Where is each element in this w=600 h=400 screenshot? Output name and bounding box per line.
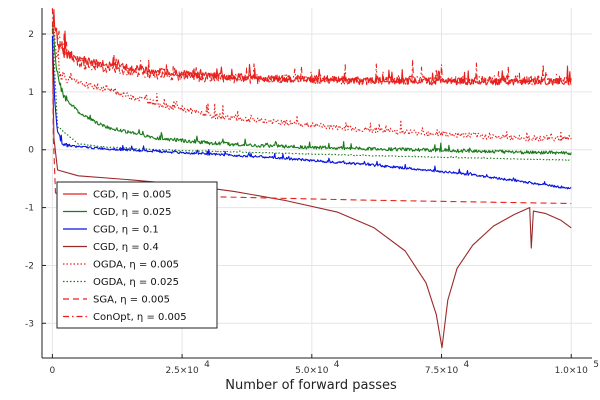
legend-box [56, 181, 218, 329]
series-layer [51, 8, 572, 349]
legend-label: CGD, η = 0.4 [93, 242, 159, 253]
series-line [51, 24, 572, 156]
legend-label: CGD, η = 0.1 [93, 225, 159, 236]
y-tick-label: 1 [28, 88, 34, 98]
x-tick-exponent: 4 [464, 360, 470, 370]
x-tick-exponent: 4 [334, 360, 340, 370]
series-line [51, 21, 572, 142]
y-tick-label: -2 [25, 261, 34, 271]
y-tick-label: 0 [28, 146, 34, 156]
series-line [51, 35, 572, 190]
series-line [51, 8, 572, 86]
legend-label: OGDA, η = 0.005 [93, 260, 179, 271]
legend-label: CGD, η = 0.005 [93, 190, 172, 201]
series-line [51, 39, 572, 349]
series-line [51, 28, 572, 205]
axes [41, 8, 592, 359]
y-tick-label: -3 [25, 319, 34, 329]
legend-label: CGD, η = 0.025 [93, 207, 172, 218]
x-tick-label: 2.5×10 [165, 366, 199, 376]
legend-label: ConOpt, η = 0.005 [93, 312, 187, 323]
y-tick-label: -1 [25, 204, 34, 214]
x-tick-exponent: 5 [593, 360, 599, 370]
tick-labels: 0 2.5×10 4 5.0×10 4 7.5×10 4 1.0×10 5 2 1 0 -1 -2 -3 [25, 30, 599, 376]
series-line [51, 8, 572, 86]
legend-label: SGA, η = 0.005 [93, 295, 170, 306]
legend-label: OGDA, η = 0.025 [93, 277, 179, 288]
x-tick-label: 5.0×10 [295, 366, 329, 376]
series-line [51, 25, 572, 161]
x-tick-label: 1.0×10 [555, 366, 589, 376]
y-tick-label: 2 [28, 30, 34, 40]
legend: CGD, η = 0.005 CGD, η = 0.025 CGD, η = 0.1… [56, 181, 218, 329]
x-tick-label: 7.5×10 [425, 366, 459, 376]
x-tick-exponent: 4 [204, 360, 210, 370]
x-axis-label: Number of forward passes [225, 378, 397, 393]
x-tick-label: 0 [50, 366, 56, 376]
